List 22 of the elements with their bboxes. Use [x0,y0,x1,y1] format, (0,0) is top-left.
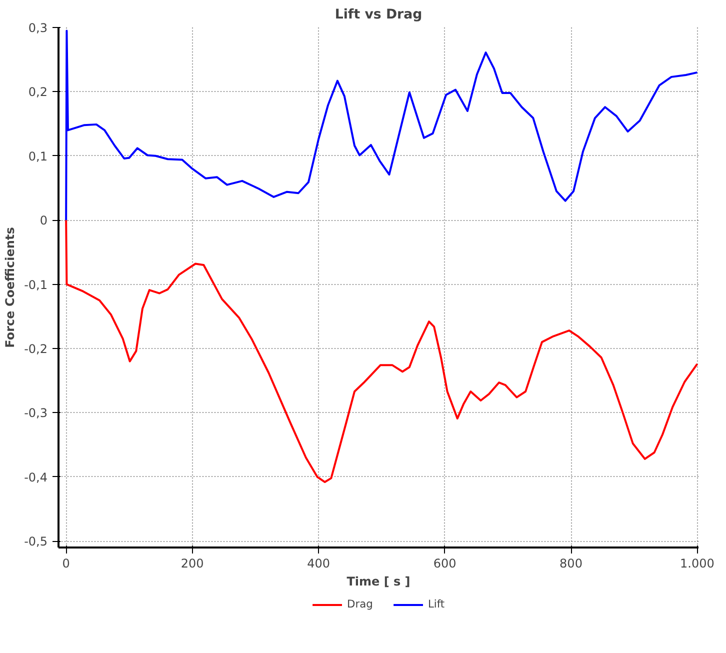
y-tick-label: -0,4 [24,470,48,484]
x-tick-label: 0 [62,556,70,570]
line-series [65,219,698,484]
line-series [65,30,698,222]
y-tick-label: -0,5 [24,534,48,549]
x-tick-label: 600 [433,556,456,570]
legend-label: Drag [347,598,373,610]
y-tick-label: 0,2 [28,85,48,100]
x-tick-label: 200 [180,556,204,570]
y-tick-label: -0,2 [24,342,48,356]
x-tick-label: 400 [307,556,330,570]
y-axis-title: Force Coefficients [3,227,18,348]
legend-label: Lift [428,598,446,610]
y-tick-label: -0,3 [24,406,48,420]
chart-title: Lift vs Drag [334,8,422,22]
y-tick-label: 0,3 [28,21,48,35]
y-tick-label: 0,1 [28,149,48,164]
x-tick-label: 1.000 [680,556,714,570]
y-tick-label: -0,1 [24,278,48,292]
x-axis-title: Time [ s ] [346,574,410,588]
y-tick-label: 0 [40,214,48,228]
x-tick-label: 800 [560,556,582,570]
